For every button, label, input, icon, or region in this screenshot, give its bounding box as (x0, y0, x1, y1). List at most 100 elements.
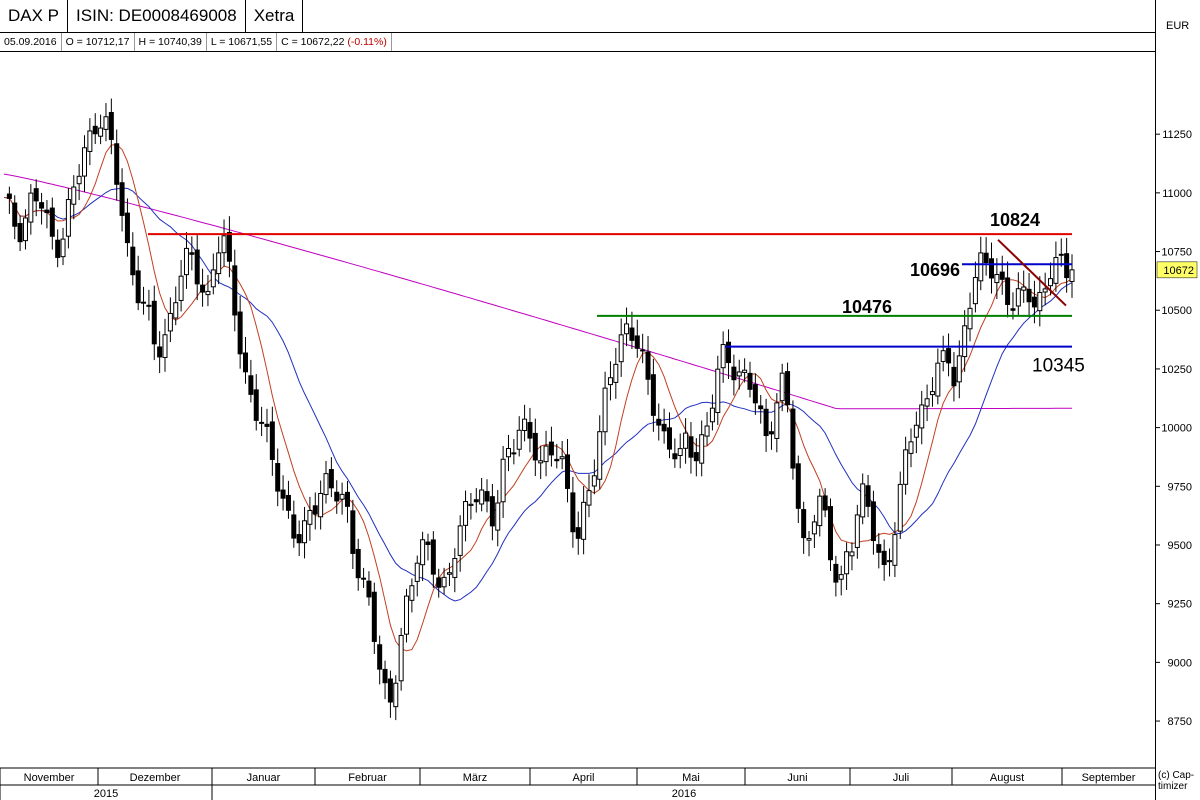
year-label: 2016 (672, 788, 696, 800)
candle-up (929, 391, 935, 396)
candle-down (1064, 253, 1070, 279)
candle-down (200, 284, 206, 293)
candle-down (328, 469, 334, 489)
month-label: Februar (348, 772, 387, 784)
candle-down (264, 423, 270, 427)
candle-down (801, 509, 807, 539)
candle-down (285, 494, 291, 511)
candle-down (425, 541, 431, 546)
ohlc-close: C = 10672,22 (-0.11%) (277, 33, 392, 51)
candle-up (1042, 288, 1048, 293)
candle-down (55, 239, 61, 258)
candle-up (586, 490, 592, 506)
candle-down (1026, 288, 1032, 303)
candle-up (887, 560, 893, 563)
candle-up (1069, 269, 1075, 282)
candle-down (946, 348, 952, 364)
candle-up (892, 534, 898, 566)
candle-down (688, 436, 694, 458)
candle-up (76, 175, 82, 185)
sma-mid-line (3, 187, 1073, 602)
month-label: August (990, 772, 1024, 784)
candle-up (704, 425, 710, 437)
candle-up (854, 514, 860, 548)
candle-down (822, 495, 828, 511)
candle-up (1021, 286, 1027, 291)
candle-up (457, 525, 463, 556)
symbol-label: DAX P (0, 0, 69, 32)
candle-down (243, 352, 249, 373)
candle-up (173, 302, 179, 319)
candle-up (409, 585, 415, 601)
candle-down (785, 371, 791, 406)
candle-down (151, 300, 157, 345)
candle-up (323, 473, 329, 496)
candle-up (817, 495, 823, 527)
candle-down (157, 346, 163, 358)
exchange-label: Xetra (246, 0, 304, 32)
candle-up (479, 489, 485, 505)
candle-up (640, 349, 646, 352)
candle-down (108, 112, 114, 140)
candle-up (715, 368, 721, 414)
candle-down (114, 143, 120, 185)
trendline (997, 239, 1067, 307)
candle-down (130, 246, 136, 276)
candle-up (167, 312, 173, 332)
candle-up (511, 452, 517, 455)
candle-down (366, 580, 372, 598)
candle-down (795, 463, 801, 509)
candle-up (742, 369, 748, 373)
candle-down (999, 271, 1005, 280)
level-label-10476: 10476 (842, 297, 892, 317)
candle-up (897, 483, 903, 532)
candle-down (6, 193, 12, 199)
candle-up (1015, 288, 1021, 307)
candle-down (650, 374, 656, 416)
candle-up (1037, 291, 1043, 312)
candle-up (205, 290, 211, 296)
candle-down (124, 212, 130, 244)
candle-down (291, 514, 297, 539)
candle-up (82, 147, 88, 177)
candle-down (275, 463, 281, 492)
candle-up (98, 127, 104, 137)
candle-up (913, 424, 919, 438)
ohlc-high: H = 10740,39 (135, 33, 207, 51)
last-price-label: 10672 (1163, 265, 1194, 277)
candle-up (404, 595, 410, 635)
candle-up (591, 475, 597, 487)
candle-up (940, 350, 946, 362)
candle-up (903, 449, 909, 485)
candle-up (441, 576, 447, 588)
month-label: April (572, 772, 594, 784)
candle-down (656, 418, 662, 426)
candle-down (248, 375, 254, 395)
candle-down (827, 506, 833, 561)
y-tick-label: 8750 (1168, 716, 1192, 728)
candle-down (1010, 308, 1016, 311)
candle-up (924, 398, 930, 407)
y-tick-label: 11000 (1162, 188, 1192, 200)
candle-up (774, 402, 780, 439)
candle-down (881, 550, 887, 565)
month-label: September (1082, 772, 1136, 784)
y-tick-label: 9750 (1168, 481, 1192, 493)
candle-up (956, 355, 962, 383)
candle-down (371, 591, 377, 642)
candle-down (570, 492, 576, 533)
year-label: 2015 (94, 788, 118, 800)
candle-up (22, 217, 28, 242)
candle-up (618, 334, 624, 363)
candle-up (699, 434, 705, 464)
candle-down (189, 252, 195, 255)
candle-down (226, 231, 232, 262)
y-tick-label: 10500 (1161, 305, 1192, 317)
candle-up (302, 520, 308, 544)
candle-up (624, 323, 630, 335)
candle-down (666, 427, 672, 450)
candle-up (602, 387, 608, 433)
candle-up (543, 445, 549, 463)
candle-down (758, 405, 764, 410)
